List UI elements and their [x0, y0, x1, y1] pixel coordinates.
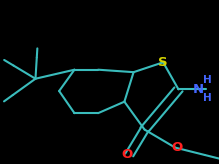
Text: S: S	[158, 56, 168, 69]
Text: N: N	[193, 83, 204, 96]
Text: H: H	[203, 93, 212, 103]
Text: O: O	[121, 148, 133, 162]
Text: H: H	[203, 75, 212, 85]
Text: O: O	[172, 141, 183, 154]
